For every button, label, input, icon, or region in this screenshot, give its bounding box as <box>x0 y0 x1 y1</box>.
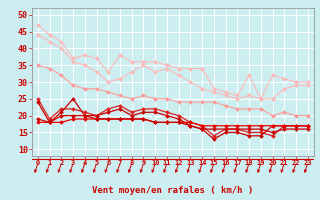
X-axis label: Vent moyen/en rafales ( km/h ): Vent moyen/en rafales ( km/h ) <box>92 186 253 195</box>
